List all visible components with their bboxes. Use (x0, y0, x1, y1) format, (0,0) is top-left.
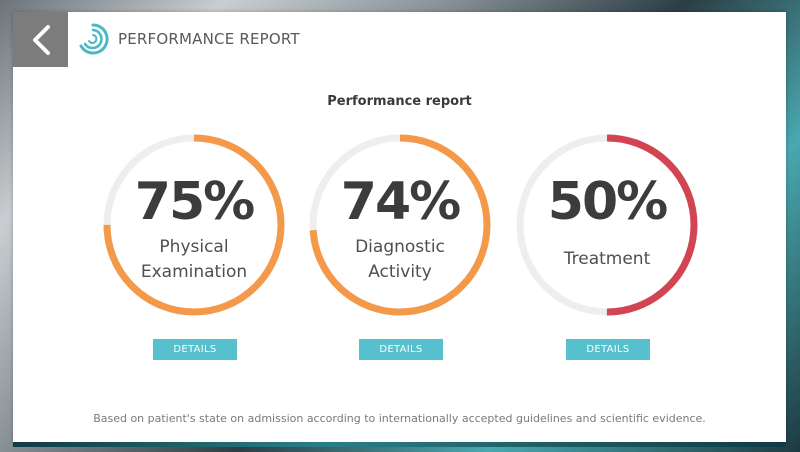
gauge-physical-examination: 75% Physical Examination (99, 130, 289, 320)
spiral-logo-icon (79, 23, 109, 55)
page-title: PERFORMANCE REPORT (118, 30, 300, 48)
details-button-diagnostic-activity[interactable]: DETAILS (359, 339, 443, 360)
gauge-percent: 50% (547, 172, 668, 232)
gauge-label-line1: Diagnostic (355, 237, 445, 257)
gauge-label-line1: Treatment (563, 249, 651, 269)
chevron-left-icon (32, 24, 50, 55)
gauge-diagnostic-activity: 74% Diagnostic Activity (305, 130, 495, 320)
gauge-progress (103, 134, 285, 316)
section-title: Performance report (327, 94, 472, 109)
gauge-ring (516, 134, 698, 316)
details-button-treatment[interactable]: DETAILS (566, 339, 650, 360)
details-button-physical-examination[interactable]: DETAILS (153, 339, 237, 360)
gauge-progress (516, 134, 698, 316)
gauge-ring (309, 134, 491, 316)
gauge-progress (309, 134, 491, 316)
footnote: Based on patient's state on admission ac… (93, 412, 706, 425)
report-panel: PERFORMANCE REPORT Performance report 75… (13, 12, 786, 442)
bottom-accent-bar (13, 442, 786, 447)
gauge-percent: 74% (340, 172, 461, 232)
gauge-label-line1: Physical (159, 237, 229, 257)
gauge-treatment: 50% Treatment (512, 130, 702, 320)
gauge-label-line2: Examination (140, 262, 248, 282)
gauge-ring (103, 134, 285, 316)
gauge-percent: 75% (134, 172, 255, 232)
back-button[interactable] (13, 12, 68, 67)
gauge-label-line2: Activity (368, 262, 432, 282)
